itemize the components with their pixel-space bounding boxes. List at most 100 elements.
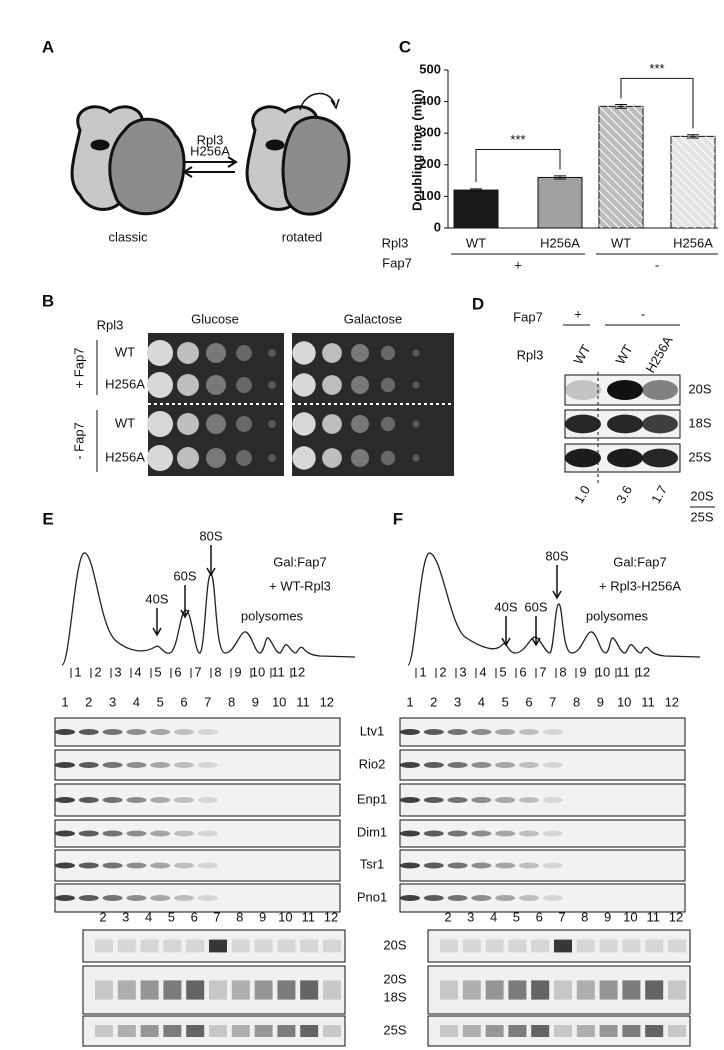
band — [554, 1025, 572, 1037]
colony-spot — [236, 416, 252, 432]
band — [209, 1025, 227, 1037]
fraction-label: 4 — [134, 664, 141, 679]
colony-spot — [380, 416, 396, 432]
band — [163, 1025, 182, 1037]
colony-spot — [351, 415, 369, 433]
lane-label: 3 — [109, 694, 116, 709]
band — [462, 980, 481, 1000]
band — [186, 980, 205, 1000]
fraction-label: 5 — [499, 664, 506, 679]
error-bar — [687, 134, 699, 139]
colony-spot — [380, 377, 396, 393]
fraction-label: 11 — [616, 664, 630, 679]
band — [668, 1025, 686, 1037]
colony-spot — [351, 376, 369, 394]
significance-label: *** — [649, 61, 664, 76]
colony-spot — [177, 374, 199, 396]
peak-arrow — [180, 585, 190, 619]
fraction-label: 6 — [519, 664, 526, 679]
ratio-label: 3.6 — [613, 483, 635, 506]
band — [519, 762, 539, 768]
band — [197, 762, 218, 768]
lane-label: 12 — [669, 909, 683, 924]
peak-arrow — [152, 608, 162, 637]
fraction-label: 1 — [74, 664, 81, 679]
lane-label: 8 — [573, 694, 580, 709]
band — [140, 980, 159, 1000]
band — [55, 862, 75, 869]
band — [197, 830, 218, 837]
band — [519, 797, 539, 803]
colony-spot — [380, 345, 396, 361]
band — [508, 980, 527, 1000]
group-label: - — [641, 306, 645, 321]
band — [197, 797, 218, 803]
western-blot — [54, 749, 341, 781]
fraction-label: 12 — [291, 664, 305, 679]
colony-spot — [292, 412, 316, 436]
lane-label: 11 — [296, 694, 310, 709]
lane-label: 6 — [180, 694, 187, 709]
lane-label: 8 — [236, 909, 243, 924]
medium-label: Glucose — [191, 311, 239, 326]
colony-spot — [322, 375, 342, 395]
colony-spot — [236, 377, 252, 393]
colony-spot — [292, 446, 316, 470]
band — [323, 1025, 341, 1037]
bar-hatch — [599, 106, 643, 228]
significance-bracket — [620, 77, 694, 129]
band — [300, 980, 319, 1000]
error-bar — [615, 103, 627, 109]
band — [117, 939, 136, 953]
band — [102, 895, 123, 901]
colony-spot — [322, 448, 342, 468]
rna-label: 25S — [383, 1022, 406, 1037]
band — [471, 729, 492, 735]
band — [668, 980, 686, 1000]
lane-label: 7 — [549, 694, 556, 709]
fraction-label: 11 — [271, 664, 285, 679]
strain-label: H256A — [105, 449, 145, 464]
band — [150, 729, 171, 735]
band — [447, 862, 468, 869]
band — [622, 939, 641, 953]
lane-label: 12 — [324, 909, 338, 924]
significance-label: *** — [510, 132, 525, 147]
band — [209, 939, 227, 953]
lane-label: 8 — [228, 694, 235, 709]
error-bar — [470, 188, 482, 192]
band — [55, 729, 75, 735]
band — [78, 729, 99, 735]
band — [102, 797, 123, 803]
colony-spot — [292, 373, 316, 397]
band — [576, 980, 595, 1000]
band — [495, 830, 516, 837]
band — [174, 895, 194, 901]
band — [323, 980, 341, 1000]
fraction-label: 8 — [214, 664, 221, 679]
band — [471, 862, 492, 869]
band — [495, 762, 516, 768]
band — [447, 797, 468, 803]
band — [400, 830, 420, 837]
band — [209, 980, 227, 1000]
band — [565, 448, 601, 468]
band — [174, 762, 194, 768]
peak-arrow — [501, 616, 511, 647]
colony-spot — [147, 372, 173, 398]
band — [140, 939, 159, 953]
lane-label: 1 — [406, 694, 413, 709]
colony-spot — [322, 414, 342, 434]
colony-spot — [322, 343, 342, 363]
lane-label: 6 — [191, 909, 198, 924]
bar — [537, 176, 583, 229]
polysomes-label: polysomes — [241, 608, 304, 623]
lane-label: 10 — [623, 909, 637, 924]
colony-spot — [177, 447, 199, 469]
fraction-label: 10 — [251, 664, 265, 679]
row-header: Rpl3 — [97, 317, 124, 332]
band — [519, 830, 539, 837]
band — [554, 939, 572, 953]
enzyme-label: Rpl3 — [197, 132, 224, 147]
band — [95, 980, 113, 1000]
